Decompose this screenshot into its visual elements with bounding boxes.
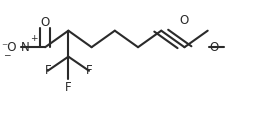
Text: O: O (180, 14, 189, 27)
Text: O: O (209, 41, 218, 54)
Text: F: F (86, 64, 92, 77)
Text: F: F (65, 81, 72, 94)
Text: O: O (41, 16, 50, 29)
Text: ⁻O: ⁻O (1, 41, 17, 54)
Text: F: F (44, 64, 51, 77)
Text: N: N (21, 41, 29, 54)
Text: −: − (3, 50, 11, 59)
Text: +: + (30, 34, 37, 43)
